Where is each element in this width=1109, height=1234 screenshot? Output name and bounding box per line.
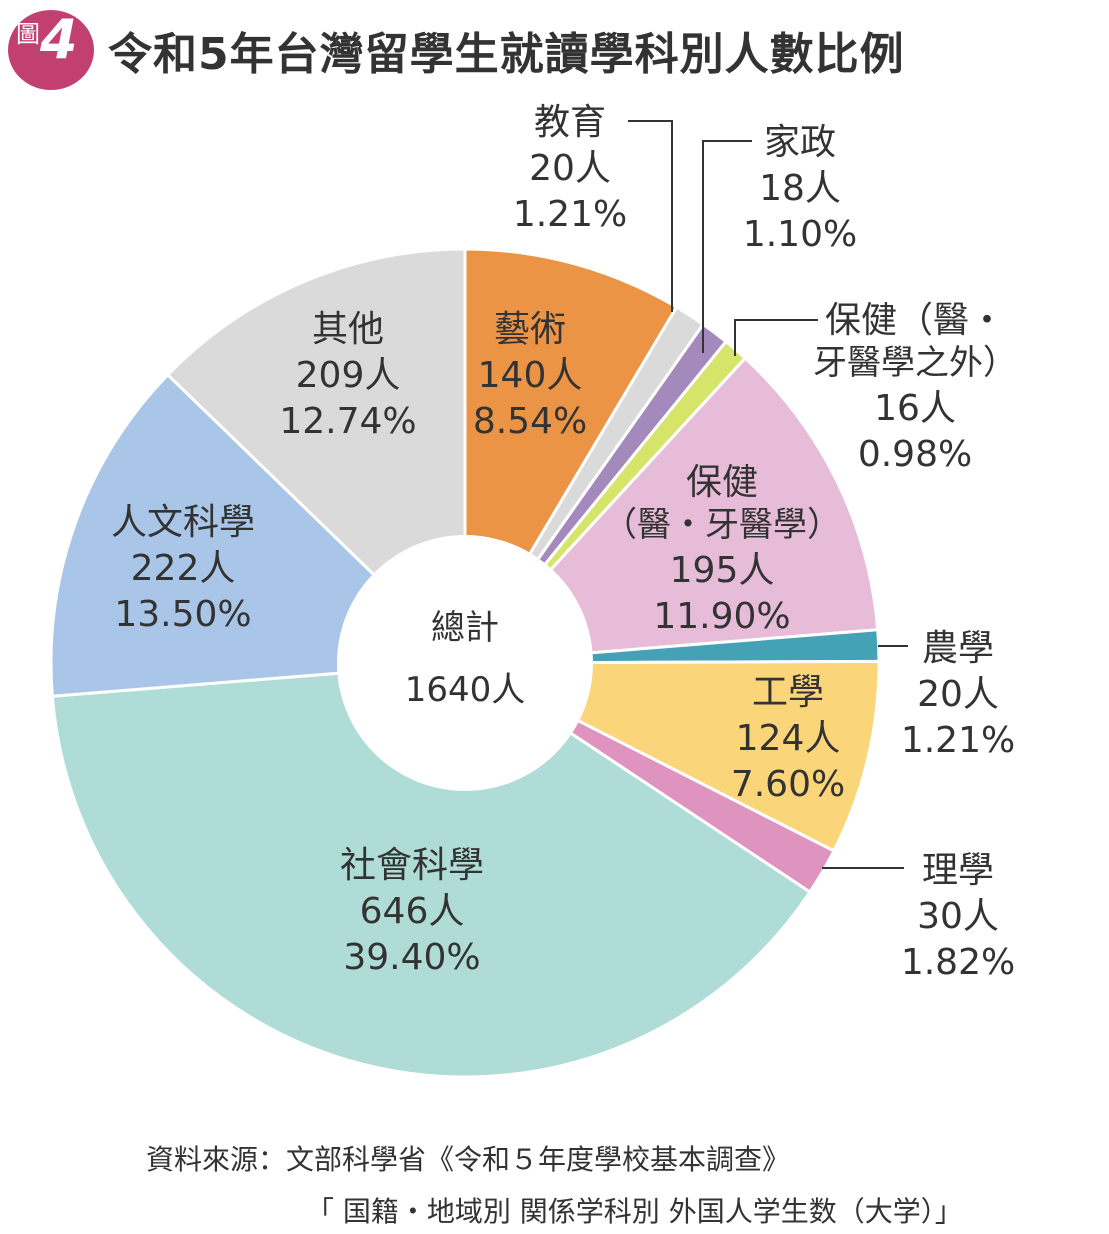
slice-count-label: 30人: [917, 896, 999, 937]
slice-count-label: 222人: [131, 548, 236, 589]
slice-percent-label: 8.54%: [473, 401, 587, 442]
source-line-1: 資料來源：文部科學省《令和５年度學校基本調查》: [146, 1143, 791, 1176]
slice-percent-label: 0.98%: [858, 434, 972, 475]
slice-category-label: 保健: [686, 462, 758, 503]
figure-badge-number: 4: [40, 8, 78, 71]
center-total-title: 總計: [431, 608, 499, 648]
slice-category-label-line2: （醫・牙醫學）: [603, 505, 841, 545]
slice-count-label: 646人: [360, 891, 465, 932]
slice-category-label: 農學: [922, 628, 994, 669]
slice-percent-label: 11.90%: [653, 596, 790, 637]
figure-badge-prefix: 圖: [16, 20, 40, 48]
donut-slices: [49, 247, 881, 1079]
slice-category-label: 教育: [534, 102, 606, 143]
slice-count-label: 16人: [874, 388, 956, 429]
pie-slice: [461, 356, 880, 665]
slice-category-label: 保健（醫・: [825, 300, 1005, 341]
source-line-2: 「 国籍・地域別 関係学科別 外国人学生数（大学）」: [306, 1195, 963, 1228]
slice-percent-label: 1.82%: [901, 942, 1015, 983]
slice-count-label: 18人: [759, 168, 841, 209]
chart-title: 令和5年台灣留學生就讀學科別人數比例: [108, 29, 905, 80]
slice-percent-label: 13.50%: [114, 594, 251, 635]
slice-count-label: 140人: [478, 355, 583, 396]
leader-lines: [628, 120, 908, 869]
slice-percent-label: 1.10%: [743, 214, 857, 255]
figure-badge: [8, 10, 94, 90]
slice-category-label-line2: 牙醫學之外）: [813, 343, 1017, 383]
slice-category-label: 人文科學: [111, 502, 255, 543]
center-total-value: 1640人: [405, 670, 526, 710]
slice-category-label: 藝術: [494, 309, 566, 350]
slice-count-label: 195人: [670, 550, 775, 591]
donut-hole: [337, 535, 593, 791]
slice-percent-label: 12.74%: [279, 401, 416, 442]
leader-line: [628, 120, 673, 312]
slice-category-label: 理學: [922, 850, 994, 891]
slice-percent-label: 1.21%: [901, 720, 1015, 761]
slice-percent-label: 39.40%: [343, 937, 480, 978]
slice-count-label: 20人: [917, 674, 999, 715]
slice-percent-label: 7.60%: [731, 764, 845, 805]
slice-labels: 藝術 140人 8.54% 教育 20人 1.21% 家政 18人 1.10% 保健（醫・牙醫學之…: [111, 102, 1017, 983]
slice-percent-label: 1.21%: [513, 194, 627, 235]
chart-header: 圖 4 令和5年台灣留學生就讀學科別人數比例: [0, 0, 1109, 100]
leader-line: [734, 319, 818, 356]
pie-slice: [50, 661, 812, 1079]
slice-category-label: 其他: [312, 309, 384, 350]
slice-count-label: 124人: [736, 718, 841, 759]
leader-line: [702, 140, 752, 353]
slice-category-label: 工學: [752, 672, 824, 713]
slice-count-label: 20人: [529, 148, 611, 189]
slice-count-label: 209人: [296, 355, 401, 396]
donut-chart: 藝術 140人 8.54% 教育 20人 1.21% 家政 18人 1.10% 保健（醫・牙醫學之…: [49, 102, 1017, 1079]
slice-category-label: 社會科學: [340, 845, 484, 886]
slice-category-label: 家政: [764, 122, 836, 163]
